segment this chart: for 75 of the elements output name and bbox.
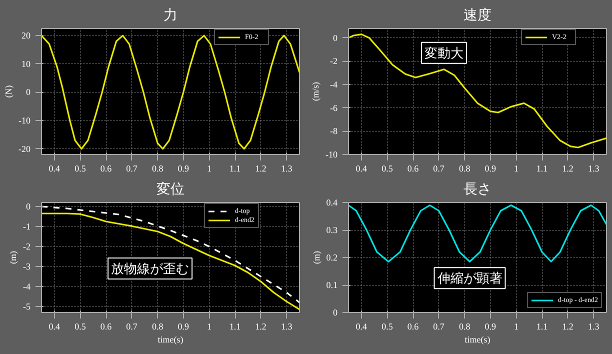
y-tick-label: 0.2 (326, 252, 338, 262)
x-tick-label: 0.9 (178, 322, 190, 332)
y-tick-label: -2 (23, 242, 31, 252)
x-tick-label: 0.8 (458, 322, 471, 332)
y-tick-label: 0.1 (326, 280, 338, 290)
x-tick-label: 1.1 (229, 164, 241, 174)
x-tick-label: 0.4 (48, 322, 61, 332)
x-axis-title: time(s) (464, 334, 490, 344)
y-tick-label: -1 (23, 222, 31, 232)
y-tick-label: -4 (23, 282, 31, 292)
x-tick-label: 0.5 (74, 322, 86, 332)
x-tick-label: 1 (206, 164, 212, 174)
y-tick-label: 0 (26, 202, 31, 212)
y-tick-label: 20 (22, 30, 31, 41)
chart-title: 長さ (464, 182, 492, 198)
y-tick-label: 0 (26, 87, 31, 98)
x-tick-label: 0.5 (74, 164, 86, 174)
y-tick-label: -2 (330, 56, 338, 66)
x-tick-label: 0.7 (126, 164, 138, 174)
y-tick-label: 0.4 (326, 198, 338, 208)
x-tick-label: 1.2 (255, 164, 266, 174)
chart-title: 力 (164, 8, 178, 24)
x-tick-label: 1.3 (280, 322, 293, 332)
y-tick-label: -6 (330, 102, 338, 113)
annotation: 伸縮が顕著 (436, 270, 502, 286)
x-tick-label: 1.1 (536, 164, 548, 174)
y-axis-title: (m) (311, 250, 322, 264)
x-tick-label: 0.8 (152, 164, 164, 174)
y-tick-label: -10 (326, 150, 338, 160)
y-tick-label: 10 (22, 58, 31, 69)
x-tick-label: 0.7 (433, 322, 445, 332)
x-tick-label: 1.3 (280, 164, 293, 174)
y-tick-label: 0 (333, 32, 338, 43)
annotation: 変動大 (424, 45, 464, 60)
y-tick-label: -4 (330, 80, 338, 90)
x-tick-label: 1.3 (588, 322, 600, 332)
x-tick-label: 1.1 (229, 322, 241, 332)
x-tick-label: 1 (514, 164, 518, 174)
y-tick-label: 0 (333, 308, 338, 318)
y-axis-title: (m) (8, 250, 18, 264)
y-tick-label: -20 (18, 144, 31, 154)
x-tick-label: 0.5 (382, 164, 394, 174)
x-tick-label: 1.2 (255, 322, 266, 332)
x-tick-label: 0.4 (356, 164, 368, 174)
y-tick-label: -3 (23, 262, 31, 272)
y-axis-title: (N) (4, 85, 14, 98)
x-tick-label: 0.8 (152, 322, 164, 332)
x-tick-label: 0.8 (458, 164, 471, 174)
y-tick-label: 0.3 (326, 225, 338, 235)
x-tick-label: 0.4 (48, 164, 61, 174)
x-tick-label: 1.3 (588, 164, 600, 174)
x-tick-label: 0.9 (484, 164, 497, 174)
x-tick-label: 0.7 (126, 322, 138, 332)
x-tick-label: 1 (514, 322, 518, 332)
x-tick-label: 1 (206, 322, 212, 332)
x-tick-label: 0.4 (356, 322, 368, 332)
annotation: 放物線が歪む (111, 261, 190, 276)
x-tick-label: 0.7 (433, 164, 445, 174)
x-tick-label: 0.6 (100, 322, 112, 332)
chart-title: 変位 (156, 182, 184, 198)
x-tick-label: 0.6 (407, 322, 420, 332)
chart-title: 速度 (464, 8, 492, 24)
y-axis-title: (m/s) (310, 82, 321, 101)
x-tick-label: 0.9 (178, 164, 190, 174)
x-tick-label: 0.6 (100, 164, 112, 174)
x-tick-label: 1.2 (562, 164, 574, 174)
x-axis-title: time(s) (158, 334, 184, 344)
y-tick-label: -5 (23, 302, 31, 312)
x-tick-label: 1.1 (536, 322, 548, 332)
x-tick-label: 0.5 (382, 322, 394, 332)
y-tick-label: -10 (18, 116, 31, 126)
y-tick-label: -8 (330, 126, 338, 136)
x-tick-label: 0.6 (407, 164, 420, 174)
x-tick-label: 0.9 (484, 322, 497, 332)
x-tick-label: 1.2 (562, 322, 574, 332)
